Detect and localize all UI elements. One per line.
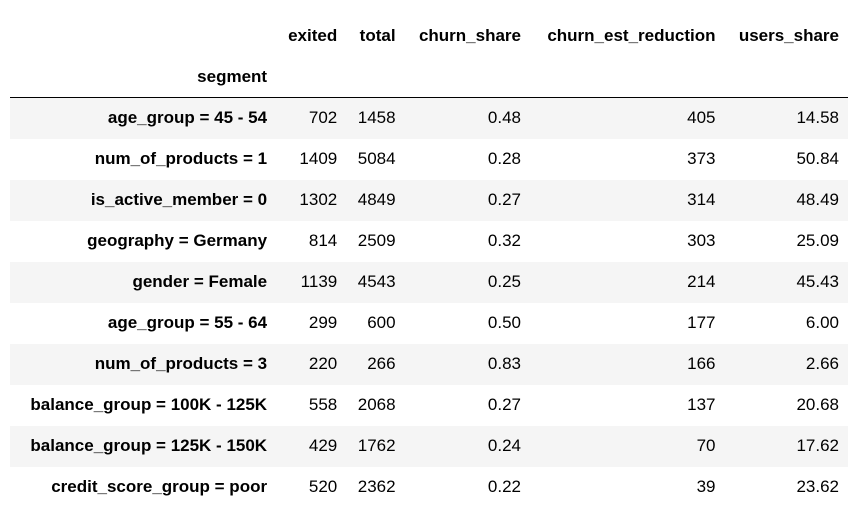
table-cell: 266 <box>367 354 396 373</box>
table-cell: 1409 <box>299 149 338 168</box>
column-header: churn_est_reduction <box>547 25 716 45</box>
table-cell: 177 <box>687 313 716 332</box>
table-cell: 2362 <box>357 477 396 496</box>
table-cell: 558 <box>308 395 338 414</box>
table-cell: 23.62 <box>796 477 839 496</box>
table-cell: 0.24 <box>487 436 521 455</box>
table-body: age_group = 45 - 54 702 1458 0.48 405 14… <box>10 97 848 508</box>
table-cell: 0.50 <box>487 313 521 332</box>
table-cell: 2509 <box>357 231 396 250</box>
table-cell: 2068 <box>357 395 396 414</box>
row-label: gender = Female <box>132 272 268 291</box>
table-cell: 1762 <box>357 436 396 455</box>
table-cell: 1139 <box>300 272 338 291</box>
table-cell: 70 <box>696 436 716 455</box>
row-label: credit_score_group = poor <box>51 477 268 496</box>
table-cell: 166 <box>687 354 716 373</box>
table-cell: 6.00 <box>805 313 839 332</box>
table-cell: 303 <box>687 231 716 250</box>
table-cell: 702 <box>308 108 338 128</box>
table-cell: 0.28 <box>487 149 521 168</box>
table-row: is_active_member = 0 1302 4849 0.27 314 … <box>10 179 848 221</box>
table-cell: 520 <box>308 477 338 496</box>
table-cell: 814 <box>308 231 338 250</box>
row-label: balance_group = 100K - 125K <box>30 395 268 414</box>
row-label: age_group = 45 - 54 <box>107 108 268 128</box>
table-cell: 373 <box>687 149 716 168</box>
table-cell: 2.66 <box>805 354 839 373</box>
table-cell: 1302 <box>299 190 338 209</box>
table-header: exited total churn_share churn_est_reduc… <box>10 15 848 98</box>
table-cell: 0.48 <box>487 108 521 128</box>
index-name: segment <box>10 56 277 98</box>
table-cell: 214 <box>687 272 716 291</box>
table-cell: 17.62 <box>796 436 839 455</box>
table-cell: 4849 <box>357 190 396 209</box>
table-cell: 0.27 <box>487 190 521 209</box>
row-label: num_of_products = 3 <box>94 354 268 373</box>
table-cell: 429 <box>308 436 338 455</box>
table-cell: 50.84 <box>796 149 839 168</box>
table-row: geography = Germany 814 2509 0.32 303 25… <box>10 221 848 262</box>
table-cell: 220 <box>308 354 338 373</box>
table-cell: 25.09 <box>796 231 839 250</box>
column-header: users_share <box>738 25 839 45</box>
table-cell: 405 <box>687 108 716 128</box>
table-row: age_group = 55 - 64 299 600 0.50 177 6.0… <box>10 303 848 344</box>
table-row: num_of_products = 1 1409 5084 0.28 373 5… <box>10 139 848 180</box>
column-header: churn_share <box>418 25 521 45</box>
table-cell: 45.43 <box>796 272 839 291</box>
column-header-row: exited total churn_share churn_est_reduc… <box>10 15 848 56</box>
table-cell: 1458 <box>357 108 396 128</box>
column-header: total <box>359 25 396 45</box>
row-label: age_group = 55 - 64 <box>107 313 268 332</box>
table-cell: 0.25 <box>487 272 521 291</box>
table-cell: 4543 <box>357 272 396 291</box>
index-name-row: segment <box>10 56 848 98</box>
table-cell: 0.27 <box>487 395 521 414</box>
table-cell: 0.32 <box>487 231 521 250</box>
table-cell: 0.22 <box>487 477 521 496</box>
table-row: balance_group = 100K - 125K 558 2068 0.2… <box>10 385 848 426</box>
row-label: is_active_member = 0 <box>90 190 268 209</box>
table-cell: 5084 <box>357 149 396 168</box>
table-cell: 137 <box>687 395 716 414</box>
table-row: num_of_products = 3 220 266 0.83 166 2.6… <box>10 343 848 385</box>
column-header: exited <box>288 25 338 45</box>
table-row: gender = Female 1139 4543 0.25 214 45.43 <box>10 261 848 303</box>
table-row: age_group = 45 - 54 702 1458 0.48 405 14… <box>10 97 848 139</box>
table-cell: 600 <box>367 313 396 332</box>
table-row: balance_group = 125K - 150K 429 1762 0.2… <box>10 425 848 467</box>
table-cell: 48.49 <box>796 190 839 209</box>
dataframe-table: exited total churn_share churn_est_reduc… <box>10 15 848 508</box>
row-label: num_of_products = 1 <box>94 149 268 168</box>
table-row: credit_score_group = poor 520 2362 0.22 … <box>10 467 848 508</box>
row-label: balance_group = 125K - 150K <box>30 436 268 455</box>
table-cell: 14.58 <box>796 108 839 128</box>
table-cell: 39 <box>696 477 716 496</box>
table-cell: 20.68 <box>796 395 839 414</box>
table-cell: 0.83 <box>487 354 521 373</box>
table-cell: 314 <box>687 190 716 209</box>
row-label: geography = Germany <box>87 231 268 250</box>
table-cell: 299 <box>308 313 338 332</box>
corner-cell <box>10 15 276 56</box>
